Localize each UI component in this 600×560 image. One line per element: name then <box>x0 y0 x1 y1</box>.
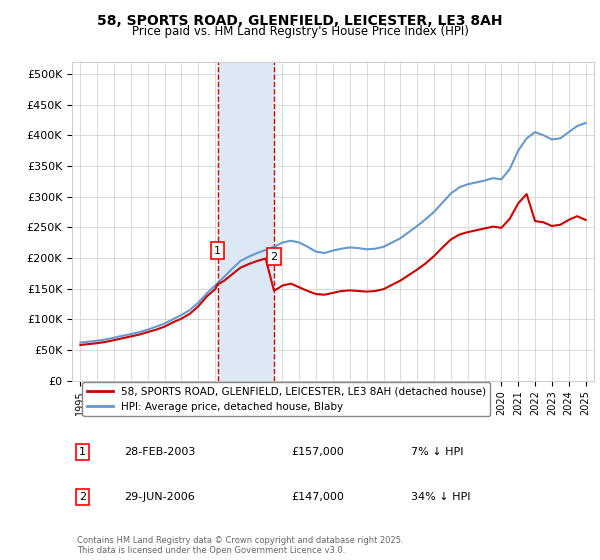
Text: Contains HM Land Registry data © Crown copyright and database right 2025.
This d: Contains HM Land Registry data © Crown c… <box>77 536 404 556</box>
Text: 2: 2 <box>79 492 86 502</box>
Bar <box>218 62 274 381</box>
Text: 29-JUN-2006: 29-JUN-2006 <box>124 492 195 502</box>
Text: 2: 2 <box>271 251 277 262</box>
Text: 1: 1 <box>79 447 86 458</box>
Text: 34% ↓ HPI: 34% ↓ HPI <box>412 492 471 502</box>
Text: 58, SPORTS ROAD, GLENFIELD, LEICESTER, LE3 8AH: 58, SPORTS ROAD, GLENFIELD, LEICESTER, L… <box>97 14 503 28</box>
Text: 28-FEB-2003: 28-FEB-2003 <box>124 447 196 458</box>
Text: £157,000: £157,000 <box>291 447 344 458</box>
Text: 7% ↓ HPI: 7% ↓ HPI <box>412 447 464 458</box>
Text: Price paid vs. HM Land Registry's House Price Index (HPI): Price paid vs. HM Land Registry's House … <box>131 25 469 38</box>
Legend: 58, SPORTS ROAD, GLENFIELD, LEICESTER, LE3 8AH (detached house), HPI: Average pr: 58, SPORTS ROAD, GLENFIELD, LEICESTER, L… <box>82 382 490 416</box>
Text: 1: 1 <box>214 245 221 255</box>
Text: £147,000: £147,000 <box>291 492 344 502</box>
